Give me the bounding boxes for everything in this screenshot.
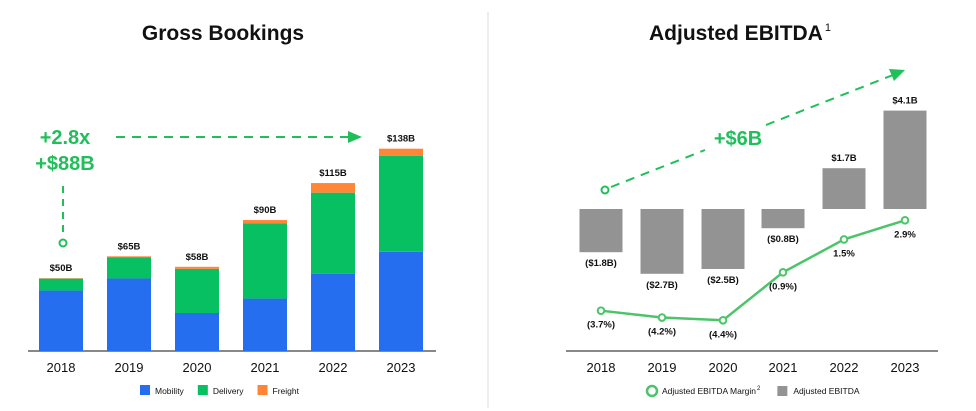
bar-label-2023: $4.1B bbox=[892, 96, 917, 107]
x-tick-2020: 2020 bbox=[183, 360, 212, 375]
bar-label-2018: ($1.8B) bbox=[585, 258, 617, 269]
legend-swatch-delivery bbox=[197, 385, 208, 395]
bar-freight-2019 bbox=[107, 256, 151, 258]
data-label-2020: $58B bbox=[186, 252, 209, 263]
x-tick-2020: 2020 bbox=[709, 360, 738, 375]
bar-mobility-2018 bbox=[39, 290, 83, 351]
bar-label-2021: ($0.8B) bbox=[767, 234, 799, 245]
bar-delivery-2021 bbox=[243, 223, 287, 299]
data-label-2022: $115B bbox=[319, 168, 347, 179]
start-marker bbox=[58, 238, 68, 248]
ebitda-title: Adjusted EBITDA 1 bbox=[649, 22, 831, 45]
bar-ebitda-2022 bbox=[822, 168, 866, 209]
bar-mobility-2022 bbox=[311, 273, 355, 351]
x-tick-2023: 2023 bbox=[891, 360, 920, 375]
arrow-head bbox=[348, 131, 362, 143]
x-tick-2019: 2019 bbox=[648, 360, 677, 375]
legend-label-margin: Adjusted EBITDA Margin2 bbox=[662, 386, 761, 396]
bar-delivery-2022 bbox=[311, 192, 355, 274]
data-label-2023: $138B bbox=[387, 134, 415, 145]
bar-ebitda-2021 bbox=[761, 209, 805, 229]
bar-mobility-2023 bbox=[379, 251, 423, 351]
bar-delivery-2019 bbox=[107, 257, 151, 279]
bar-delivery-2020 bbox=[175, 268, 219, 313]
margin-label-2018: (3.7%) bbox=[587, 320, 615, 331]
data-label-2021: $90B bbox=[254, 205, 277, 216]
bar-ebitda-2019 bbox=[640, 209, 684, 274]
x-tick-2022: 2022 bbox=[830, 360, 859, 375]
bar-ebitda-2023 bbox=[883, 110, 927, 209]
dashed-arrow-1 bbox=[610, 149, 706, 188]
legend-swatch-mobility bbox=[140, 385, 150, 395]
margin-point-2021 bbox=[778, 268, 788, 277]
data-label-2019: $65B bbox=[118, 241, 141, 252]
margin-point-2022 bbox=[839, 235, 849, 244]
arrow-head bbox=[889, 69, 905, 81]
bar-label-2019: ($2.7B) bbox=[646, 280, 678, 291]
bar-mobility-2021 bbox=[243, 298, 287, 351]
margin-label-2019: (4.2%) bbox=[648, 327, 676, 338]
annotation-growth: +$88B bbox=[35, 153, 95, 175]
bar-label-2022: $1.7B bbox=[831, 153, 856, 164]
bar-freight-2020 bbox=[175, 266, 219, 269]
legend-label-freight: Freight bbox=[273, 386, 300, 396]
bar-mobility-2020 bbox=[175, 312, 219, 351]
bar-mobility-2019 bbox=[107, 278, 151, 351]
legend-label-margin-text: Adjusted EBITDA Margin bbox=[662, 386, 756, 396]
x-tick-2023: 2023 bbox=[387, 360, 416, 375]
x-tick-2018: 2018 bbox=[587, 360, 616, 375]
bar-ebitda-2020 bbox=[701, 209, 745, 269]
margin-point-2020 bbox=[718, 315, 728, 325]
x-tick-2019: 2019 bbox=[115, 360, 144, 375]
bar-freight-2021 bbox=[243, 220, 287, 224]
x-tick-2018: 2018 bbox=[47, 360, 76, 375]
legend-label-ebitda: Adjusted EBITDA bbox=[793, 386, 859, 396]
bar-delivery-2018 bbox=[39, 278, 83, 291]
margin-label-2022: 1.5% bbox=[833, 248, 855, 259]
margin-point-2023 bbox=[900, 215, 910, 225]
margin-line bbox=[600, 219, 906, 322]
legend-label-mobility: Mobility bbox=[155, 386, 185, 396]
bar-label-2020: ($2.5B) bbox=[707, 275, 739, 286]
bar-freight-2023 bbox=[379, 148, 423, 156]
x-tick-2022: 2022 bbox=[319, 360, 348, 375]
bar-delivery-2023 bbox=[379, 155, 423, 252]
ebitda-title-text: Adjusted EBITDA bbox=[649, 22, 823, 45]
margin-label-2023: 2.9% bbox=[894, 229, 916, 240]
bar-freight-2022 bbox=[311, 183, 355, 193]
margin-point-2018 bbox=[596, 306, 606, 315]
legend-swatch-ebitda bbox=[777, 386, 788, 396]
bar-ebitda-2018 bbox=[579, 209, 623, 253]
dashed-arrow-2 bbox=[765, 74, 894, 126]
legend-label-margin-superscript: 2 bbox=[757, 386, 761, 392]
annotation-multiple: +2.8x bbox=[40, 127, 91, 149]
ebitda-title-superscript: 1 bbox=[825, 22, 831, 34]
margin-label-2020: (4.4%) bbox=[709, 329, 737, 340]
start-marker bbox=[600, 185, 610, 195]
legend-swatch-freight bbox=[257, 385, 268, 395]
annotation-growth: +$6B bbox=[714, 128, 762, 150]
x-tick-2021: 2021 bbox=[251, 360, 280, 375]
gross-bookings-title: Gross Bookings bbox=[142, 22, 304, 45]
legend-label-delivery: Delivery bbox=[213, 386, 244, 396]
margin-label-2021: (0.9%) bbox=[769, 281, 797, 292]
legend-marker-margin bbox=[645, 384, 659, 398]
data-label-2018: $50B bbox=[50, 263, 73, 274]
margin-point-2019 bbox=[657, 313, 667, 322]
x-tick-2021: 2021 bbox=[769, 360, 798, 375]
